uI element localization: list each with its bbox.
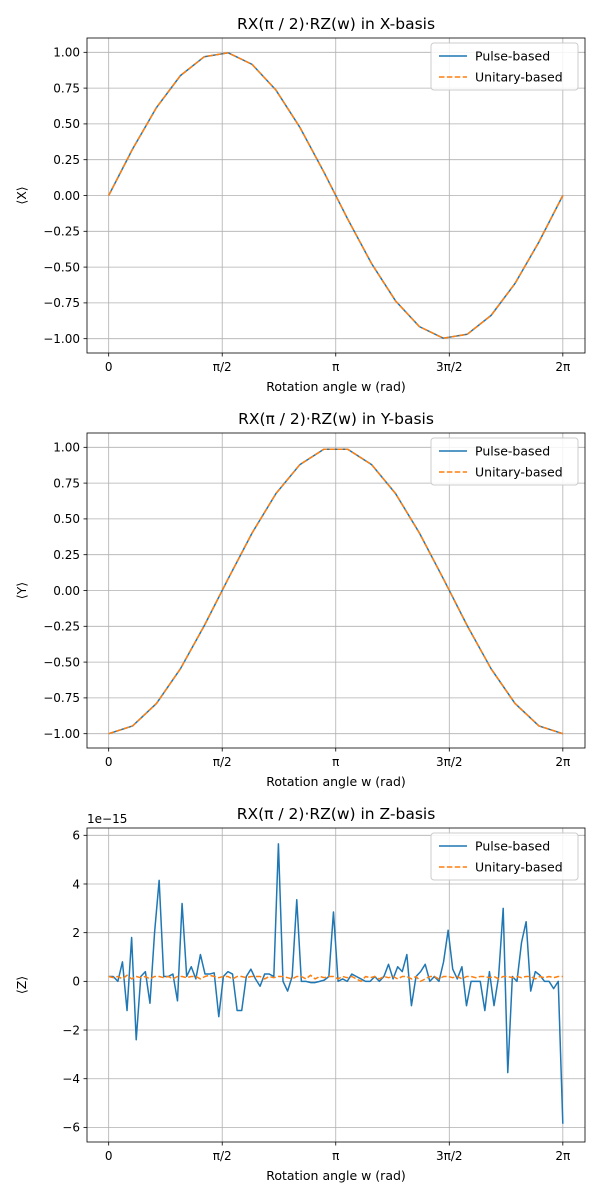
legend: Pulse-based Unitary-based: [430, 437, 579, 486]
y-tick-label: −6: [62, 1121, 80, 1135]
chart-title: RX(π / 2)·RZ(w) in Y-basis: [238, 410, 434, 428]
legend-label: Unitary-based: [475, 860, 563, 875]
y-tick-label: −1.00: [43, 727, 80, 741]
chart-panel-1: 0 π/2 π 3π/2 2π −1.00 −0.75 −0.50 −0.25 0.00 0.25 0…: [14, 15, 586, 394]
y-tick-label: 0.00: [53, 189, 80, 203]
series-line-unitary-based: [108, 52, 564, 339]
x-axis-label: Rotation angle w (rad): [266, 379, 406, 394]
x-axis-label: Rotation angle w (rad): [266, 774, 406, 789]
y-tick-label: −0.50: [43, 260, 80, 274]
y-tick-label: 6: [72, 829, 80, 843]
x-tick-label: 3π/2: [436, 1149, 463, 1163]
x-tick-label: π: [332, 1149, 339, 1163]
y-tick-label: −0.25: [43, 620, 80, 634]
y-tick-label: 0: [72, 975, 80, 989]
y-tick-label: −2: [62, 1023, 80, 1037]
y-tick-label: 0.50: [53, 512, 80, 526]
chart-title: RX(π / 2)·RZ(w) in X-basis: [237, 15, 435, 33]
x-tick-label: 3π/2: [436, 360, 463, 374]
y-tick-label: 1.00: [53, 46, 80, 60]
chart-panel-2: 0 π/2 π 3π/2 2π −1.00 −0.75 −0.50 −0.25 0.00 0.25 0…: [14, 410, 586, 789]
y-tick-label: −4: [62, 1072, 80, 1086]
x-axis-label: Rotation angle w (rad): [266, 1168, 406, 1183]
x-tick-label: π/2: [213, 360, 232, 374]
x-tick-label: π: [332, 755, 339, 769]
x-tick-label: 0: [105, 1149, 113, 1163]
chart-title: RX(π / 2)·RZ(w) in Z-basis: [237, 805, 436, 823]
x-tick-label: π: [332, 360, 339, 374]
x-tick-label: π/2: [213, 755, 232, 769]
x-tick-label: 2π: [555, 755, 570, 769]
x-tick-label: 0: [105, 360, 113, 374]
series-line-pulse-based: [108, 843, 564, 1124]
x-tick-label: 3π/2: [436, 755, 463, 769]
legend-label: Unitary-based: [475, 465, 563, 480]
series-line-unitary-based: [108, 974, 563, 983]
legend: Pulse-based Unitary-based: [430, 42, 579, 91]
y-tick-label: 0.50: [53, 117, 80, 131]
y-tick-label: −0.75: [43, 691, 80, 705]
series-line-pulse-based: [108, 448, 564, 735]
y-tick-label: 0.75: [53, 476, 80, 490]
legend: Pulse-based Unitary-based: [430, 832, 579, 881]
y-axis-offset-text: 1e−15: [87, 812, 127, 826]
y-tick-label: 0.25: [53, 548, 80, 562]
chart-panel-3: 0 π/2 π 3π/2 2π −6 −4 −2 0 2 4 6 RX(π / 2)·RZ(w) in …: [14, 805, 586, 1183]
y-tick-label: 4: [72, 877, 80, 891]
legend-label: Pulse-based: [475, 444, 550, 459]
legend-label: Pulse-based: [475, 49, 550, 64]
x-tick-label: 0: [105, 755, 113, 769]
y-axis-label: ⟨X⟩: [14, 186, 29, 204]
y-tick-label: −0.75: [43, 296, 80, 310]
x-tick-label: π/2: [213, 1149, 232, 1163]
x-tick-label: 2π: [555, 360, 570, 374]
y-tick-label: −0.25: [43, 225, 80, 239]
y-tick-label: 2: [72, 926, 80, 940]
legend-label: Pulse-based: [475, 839, 550, 854]
y-tick-label: 0.25: [53, 153, 80, 167]
y-axis-label: ⟨Z⟩: [14, 976, 29, 994]
y-tick-label: −1.00: [43, 332, 80, 346]
y-axis-label: ⟨Y⟩: [14, 582, 29, 599]
y-tick-label: 0.00: [53, 584, 80, 598]
legend-box: [430, 42, 579, 91]
y-tick-label: 1.00: [53, 441, 80, 455]
legend-box: [430, 437, 579, 486]
x-tick-label: 2π: [555, 1149, 570, 1163]
y-tick-label: 0.75: [53, 81, 80, 95]
legend-box: [430, 832, 579, 881]
y-tick-label: −0.50: [43, 655, 80, 669]
legend-label: Unitary-based: [475, 70, 563, 85]
